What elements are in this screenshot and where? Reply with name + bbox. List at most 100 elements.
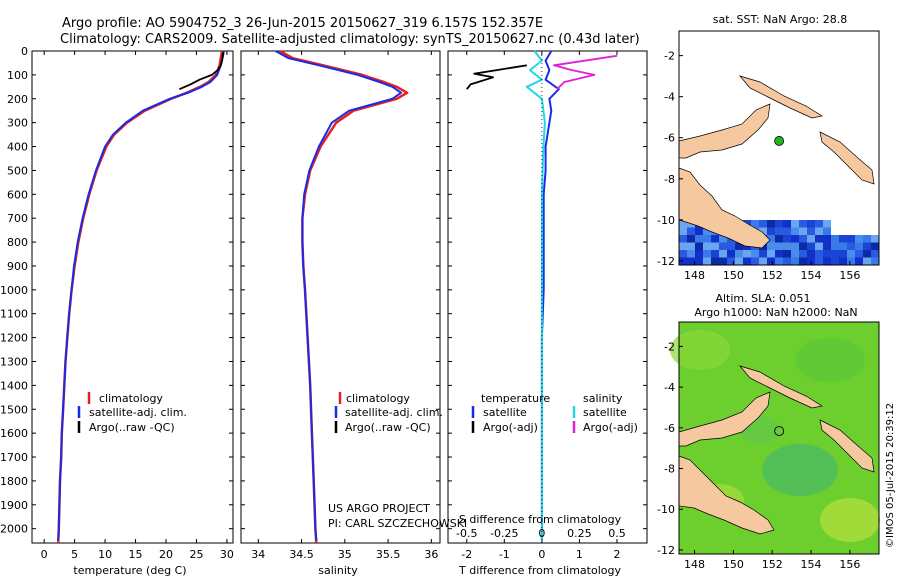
sst-grid-cell: [799, 227, 807, 235]
map-y-tick-label: -6: [664, 422, 675, 435]
sst-grid-cell: [815, 227, 823, 235]
new-britain-island: [678, 103, 771, 159]
project-annotation: US ARGO PROJECT: [328, 502, 430, 515]
sst-grid-cell: [791, 235, 799, 243]
sst-grid-cell: [823, 250, 831, 258]
sst-grid-cell: [831, 257, 839, 265]
y-tick-label: 1700: [0, 451, 28, 464]
sst-map-ticks: 148 150 152 154 156 -2 -4 -6 -8 -10 -12: [657, 50, 860, 282]
y-tick-label: 700: [7, 212, 28, 225]
imos-timestamp: ©IMOS 05-Jul-2015 20:39:12: [885, 403, 896, 548]
sst-grid-cell: [807, 250, 815, 258]
new-guinea-landmass: [678, 455, 775, 535]
sst-grid-cell: [839, 242, 847, 250]
sst-grid-cell: [695, 235, 703, 243]
sst-map-title: sat. SST: NaN Argo: 28.8: [713, 13, 847, 26]
map-x-tick-label: 148: [684, 558, 705, 571]
sst-map-frame: [678, 30, 880, 266]
sst-grid-cell: [727, 257, 735, 265]
sst-grid-cell: [751, 220, 759, 228]
sla-shade-patch: [820, 498, 880, 542]
sst-grid-cell: [759, 227, 767, 235]
sst-grid-cell: [743, 250, 751, 258]
sla-map: [670, 322, 880, 554]
sst-grid-cell: [863, 242, 871, 250]
x-tick-label: 1: [576, 548, 583, 561]
salinity-legend: climatology satellite-adj. clim. Argo(..…: [334, 392, 443, 434]
x-tick-label: 35.5: [376, 548, 401, 561]
argo-profile-marker: [774, 136, 785, 146]
legend-salinity-argo-label: Argo(-adj): [583, 421, 638, 434]
x-tick-label: -2: [461, 548, 472, 561]
argo-profile-marker: [774, 426, 785, 436]
sst-grid-cell: [855, 242, 863, 250]
sst-grid-cell: [727, 250, 735, 258]
series-line-salinity-argo-adj-: [553, 54, 618, 90]
map-x-tick-label: 150: [723, 558, 744, 571]
y-tick-label: 0: [21, 45, 28, 58]
sst-grid-cell: [695, 227, 703, 235]
map-y-tick-label: -10: [657, 503, 675, 516]
sst-grid-cell: [719, 235, 727, 243]
sst-grid-cell: [759, 257, 767, 265]
sst-grid-cell: [823, 235, 831, 243]
salinity-plot: 34 34.5 35 35.5 36: [241, 49, 440, 561]
sla-shade-patch: [795, 338, 865, 382]
pi-annotation: PI: CARL SZCZECHOWSKI: [328, 517, 467, 530]
map-y-tick-label: -2: [664, 50, 675, 63]
y-tick-label: 200: [7, 93, 28, 106]
sst-grid-cell: [839, 235, 847, 243]
sst-grid-cell: [847, 250, 855, 258]
sst-grid-cell: [807, 227, 815, 235]
map-x-tick-label: 156: [839, 558, 860, 571]
map-x-tick-label: 152: [762, 558, 783, 571]
sst-grid-cell: [871, 235, 879, 243]
figure-title-line1: Argo profile: AO 5904752_3 26-Jun-2015 2…: [62, 16, 543, 31]
sst-grid-cell: [679, 242, 687, 250]
x-tick-label: 15: [129, 548, 143, 561]
sst-grid-cell: [751, 250, 759, 258]
sst-grid-cell: [735, 250, 743, 258]
sst-grid-cell: [719, 250, 727, 258]
y-tick-label: 400: [7, 141, 28, 154]
sst-grid-cell: [855, 235, 863, 243]
sst-grid-cell: [703, 250, 711, 258]
map-x-tick-label: 148: [684, 269, 705, 282]
sst-map: [678, 31, 879, 265]
map-y-tick-label: -4: [664, 381, 675, 394]
map-y-tick-label: -4: [664, 91, 675, 104]
legend-satellite-label: satellite-adj. clim.: [345, 406, 443, 419]
sst-grid-cell: [687, 235, 695, 243]
sst-grid-cell: [815, 250, 823, 258]
x-tick-label: 35: [338, 548, 352, 561]
y-tick-label: 1900: [0, 499, 28, 512]
sst-grid-cell: [791, 257, 799, 265]
y-tick-label: 1000: [0, 284, 28, 297]
sst-grid-cell: [831, 242, 839, 250]
sst-grid-cell: [695, 257, 703, 265]
y-tick-label: 500: [7, 164, 28, 177]
sst-grid-cell: [783, 227, 791, 235]
sst-grid-cell: [871, 250, 879, 258]
sst-grid-cell: [735, 242, 743, 250]
salinity-xlabel: salinity: [318, 564, 358, 577]
map-y-tick-label: -12: [657, 544, 675, 557]
sst-grid-cell: [775, 250, 783, 258]
new-guinea-landmass: [678, 167, 771, 249]
sst-grid-cell: [807, 242, 815, 250]
sst-grid-cell: [687, 227, 695, 235]
legend-satellite-label: satellite-adj. clim.: [89, 406, 187, 419]
sst-grid-cell: [815, 220, 823, 228]
series-line-climatology: [56, 50, 224, 544]
sst-grid-cell: [807, 235, 815, 243]
sst-grid-cell: [775, 257, 783, 265]
new-ireland-island: [738, 75, 823, 119]
map-y-tick-label: -8: [664, 463, 675, 476]
sst-grid-cell: [775, 227, 783, 235]
sst-grid-cell: [775, 235, 783, 243]
sst-grid-cell: [783, 257, 791, 265]
sst-grid-cell: [719, 242, 727, 250]
sst-grid-cell: [783, 220, 791, 228]
y-tick-label: 1400: [0, 379, 28, 392]
map-x-tick-label: 152: [762, 269, 783, 282]
